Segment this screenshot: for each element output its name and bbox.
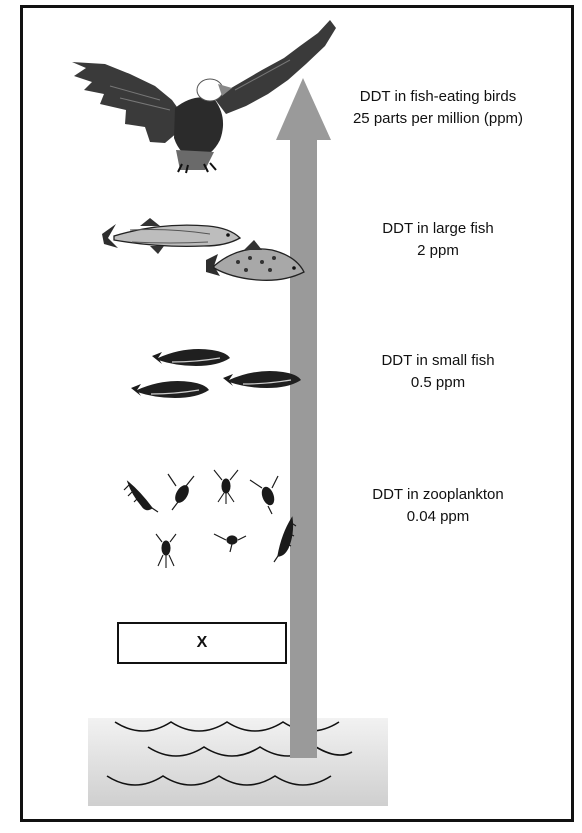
water-icon [88,718,388,806]
biomagnification-arrow [276,78,331,758]
zooplankton-icon [155,533,177,568]
pike-icon [102,218,242,254]
label-large-fish: DDT in large fish 2 ppm [338,218,538,262]
unknown-level-label: X [196,634,208,651]
small-fish-icon [131,381,209,398]
label-small-fish-value: 0.5 ppm [410,374,466,391]
zooplankton-icon [123,480,159,513]
label-zooplankton-title: DDT in zooplankton [372,486,504,503]
label-zooplankton: DDT in zooplankton 0.04 ppm [338,484,538,528]
zooplankton-icon [213,533,247,553]
label-birds: DDT in fish-eating birds 25 parts per mi… [328,86,548,130]
zooplankton-icon [249,475,279,515]
zooplankton-icon [273,516,297,563]
trout-icon [206,240,305,281]
label-small-fish: DDT in small fish 0.5 ppm [338,350,538,394]
eagle-icon [72,20,336,174]
label-zooplankton-value: 0.04 ppm [406,508,470,525]
zooplankton-icon [167,473,195,511]
label-birds-value: 25 parts per million (ppm) [352,110,524,127]
label-small-fish-title: DDT in small fish [381,352,495,369]
label-birds-title: DDT in fish-eating birds [359,88,517,105]
small-fish-icon [223,371,301,388]
label-large-fish-title: DDT in large fish [382,220,494,237]
small-fish-icon [152,349,230,366]
zooplankton-icon [213,469,239,504]
unknown-level-box: X [117,622,287,664]
label-large-fish-value: 2 ppm [417,242,459,259]
